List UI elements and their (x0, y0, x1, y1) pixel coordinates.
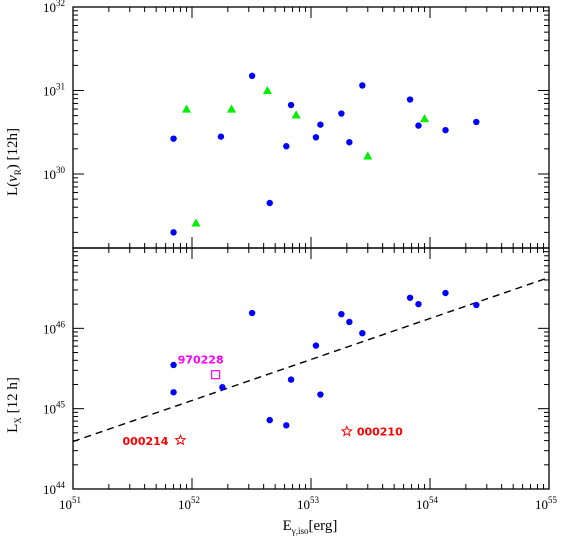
y-tick-label: 1031 (43, 82, 65, 99)
data-point-circle (359, 82, 366, 89)
data-point-triangle (291, 110, 301, 119)
annotation-label: 000210 (357, 425, 403, 438)
data-point-triangle (191, 218, 201, 227)
data-point-star (174, 433, 187, 446)
data-point-circle (473, 301, 480, 309)
data-point-circle (312, 342, 320, 349)
data-point-circle (442, 126, 449, 134)
data-point-circle (266, 416, 273, 424)
data-point-circle (359, 329, 366, 337)
x-tick-label: 1053 (297, 495, 320, 512)
y-tick-label: 1045 (43, 400, 66, 417)
data-point-circle (266, 199, 273, 207)
data-point-circle (283, 143, 290, 150)
data-point-triangle (227, 104, 237, 113)
data-point-circle (170, 135, 177, 142)
y-tick-label: 1044 (43, 480, 66, 497)
data-point-circle (317, 121, 324, 128)
data-point-circle (338, 110, 345, 117)
data-point-circle (473, 118, 480, 126)
data-point-circle (283, 422, 290, 429)
data-point-circle (346, 139, 353, 146)
top-panel: 1030 1031 1032 (43, 0, 550, 249)
data-point-circle (312, 134, 320, 141)
x-tick-label: 1054 (416, 495, 439, 512)
x-axis-label: Eγ,iso[erg] (283, 518, 338, 536)
data-point-star (340, 425, 353, 437)
bottom-panel: 1044 1045 1046 1051 1052 1053 1054 1055 970228 00… (43, 247, 558, 512)
data-point-circle (415, 122, 422, 129)
data-point-circle (287, 376, 295, 383)
data-point-triangle (182, 104, 192, 113)
data-point-circle (219, 384, 226, 391)
data-point-circle (406, 96, 414, 103)
bottom-y-axis-label: LX [12 h] (5, 377, 23, 433)
data-point-circle (287, 101, 295, 109)
annotation-label: 970228 (178, 354, 224, 367)
annotation-label: 000214 (123, 435, 169, 448)
data-point-circle (217, 133, 225, 140)
y-tick-label: 1046 (43, 319, 66, 336)
data-point-circle (338, 310, 345, 318)
data-point-circle (248, 309, 256, 317)
svg-text:L(νR) [12h]: L(νR) [12h] (5, 128, 23, 196)
data-point-triangle (262, 86, 272, 95)
data-point-circle (442, 289, 449, 297)
x-tick-label: 1051 (59, 495, 81, 512)
svg-text:LX [12 h]: LX [12 h] (5, 377, 23, 433)
data-point-circle (346, 318, 353, 326)
plot-frame (72, 247, 550, 490)
x-tick-label: 1052 (178, 495, 200, 512)
plot-frame (72, 6, 550, 249)
top-y-axis-label: L(νR) [12h] (5, 128, 23, 196)
data-point-circle (248, 72, 256, 80)
y-tick-label: 1032 (43, 0, 65, 15)
data-point-circle (170, 229, 177, 236)
y-tick-label: 1030 (43, 165, 66, 182)
data-point-circle (406, 294, 414, 301)
fit-line (72, 276, 550, 443)
data-point-square (211, 370, 221, 380)
x-tick-label: 1055 (535, 495, 558, 512)
data-point-triangle (363, 151, 373, 160)
data-point-triangle (420, 114, 430, 123)
data-point-circle (170, 361, 177, 369)
data-point-circle (170, 389, 177, 396)
data-point-circle (415, 300, 422, 308)
data-point-circle (317, 391, 324, 398)
